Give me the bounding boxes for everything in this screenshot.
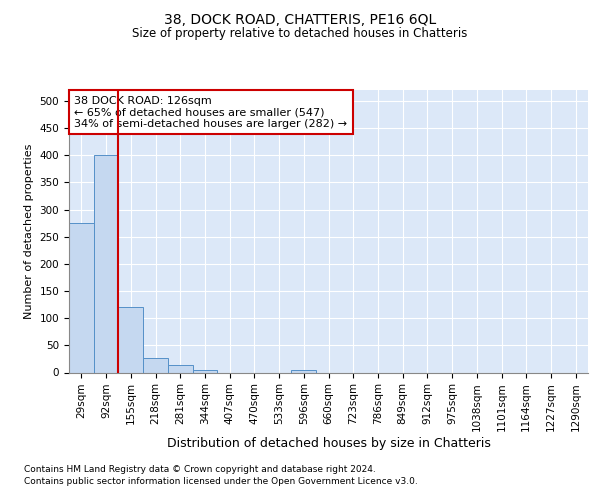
X-axis label: Distribution of detached houses by size in Chatteris: Distribution of detached houses by size … — [167, 436, 490, 450]
Bar — [69, 223, 94, 372]
Bar — [94, 154, 118, 372]
Bar — [193, 370, 217, 372]
Bar — [292, 370, 316, 372]
Text: Size of property relative to detached houses in Chatteris: Size of property relative to detached ho… — [133, 28, 467, 40]
Bar — [118, 308, 143, 372]
Bar — [168, 366, 193, 372]
Text: 38 DOCK ROAD: 126sqm
← 65% of detached houses are smaller (547)
34% of semi-deta: 38 DOCK ROAD: 126sqm ← 65% of detached h… — [74, 96, 347, 129]
Bar — [143, 358, 168, 372]
Y-axis label: Number of detached properties: Number of detached properties — [24, 144, 34, 319]
Text: Contains public sector information licensed under the Open Government Licence v3: Contains public sector information licen… — [24, 477, 418, 486]
Text: Contains HM Land Registry data © Crown copyright and database right 2024.: Contains HM Land Registry data © Crown c… — [24, 465, 376, 474]
Text: 38, DOCK ROAD, CHATTERIS, PE16 6QL: 38, DOCK ROAD, CHATTERIS, PE16 6QL — [164, 12, 436, 26]
